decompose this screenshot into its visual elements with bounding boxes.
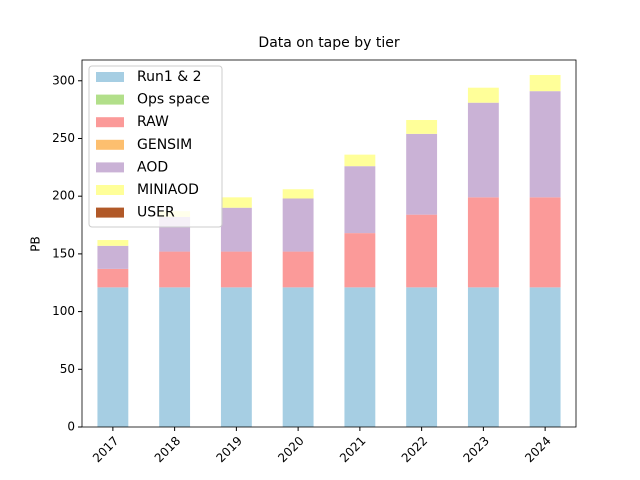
bar-segment	[406, 133, 438, 215]
legend-label: GENSIM	[137, 137, 192, 153]
bar-segment	[344, 166, 376, 234]
y-tick-label: 0	[67, 420, 75, 434]
x-tick-label: 2017	[90, 434, 121, 465]
bar-segment	[406, 214, 438, 288]
x-tick-label: 2022	[399, 434, 430, 465]
bar-segment	[159, 251, 191, 288]
bar-segment	[220, 251, 252, 288]
x-tick-label: 2019	[213, 434, 244, 465]
legend-swatch	[96, 94, 124, 105]
bar-segment	[344, 154, 376, 167]
bar-segment	[97, 268, 129, 288]
x-tick-label: 2021	[337, 434, 368, 465]
bar-segment	[467, 287, 499, 427]
bar-segment	[159, 287, 191, 427]
bar-segment	[344, 233, 376, 288]
bar-segment	[97, 245, 129, 269]
bar-segment	[406, 287, 438, 427]
legend-label: AOD	[137, 159, 168, 175]
bar-segment	[529, 91, 561, 198]
legend-label: RAW	[137, 114, 169, 130]
legend-swatch	[96, 162, 124, 173]
bar-segment	[282, 198, 314, 252]
y-tick-label: 200	[52, 189, 75, 203]
legend-label: USER	[137, 205, 175, 221]
bar-segment	[282, 287, 314, 427]
x-tick-label: 2018	[152, 434, 183, 465]
x-tick-label: 2024	[522, 434, 553, 465]
bar-segment	[220, 287, 252, 427]
chart-title: Data on tape by tier	[258, 35, 399, 51]
legend-swatch	[96, 139, 124, 150]
legend-label: Run1 & 2	[137, 69, 201, 85]
bar-segment	[282, 251, 314, 288]
bar-segment	[220, 207, 252, 252]
bar-segment	[467, 102, 499, 198]
legend-swatch	[96, 72, 124, 82]
bar-segment	[282, 189, 314, 199]
x-tick-label: 2020	[275, 434, 306, 465]
y-tick-label: 300	[52, 73, 75, 87]
bar-segment	[220, 197, 252, 208]
bar-segment	[406, 120, 438, 134]
bar-segment	[467, 87, 499, 103]
bar-segment	[97, 287, 129, 427]
legend-swatch	[96, 117, 124, 128]
y-axis-label: PB	[29, 236, 43, 251]
plot-frame	[81, 59, 577, 428]
x-axis-label: Year	[315, 479, 341, 480]
y-tick-label: 50	[60, 362, 75, 376]
y-tick-label: 250	[52, 131, 75, 145]
bar-segment	[529, 75, 561, 92]
legend-label: Ops space	[137, 92, 210, 108]
bar-segment	[529, 197, 561, 288]
legend-swatch	[96, 185, 124, 195]
bar-segment	[97, 240, 129, 246]
bar-segment	[529, 287, 561, 427]
y-tick-label: 100	[52, 304, 75, 318]
bar-segment	[467, 197, 499, 288]
legend-swatch	[96, 207, 124, 218]
bar-segment	[344, 287, 376, 427]
y-tick-label: 150	[52, 246, 75, 260]
legend-label: MINIAOD	[137, 182, 199, 198]
x-tick-label: 2023	[460, 434, 491, 465]
